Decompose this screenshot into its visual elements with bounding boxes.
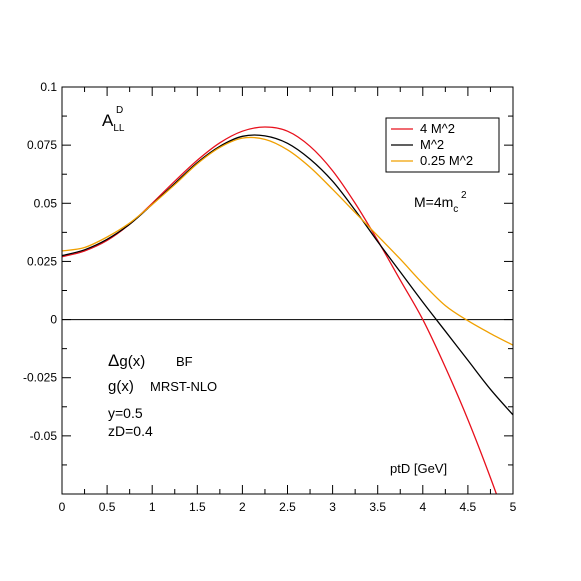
x-tick-label: 5 xyxy=(510,500,517,514)
zd-value-annotation: zD=0.4 xyxy=(108,423,153,439)
delta-g-annotation: Δg(x) xyxy=(108,351,145,370)
mass-annotation-main: M=4m xyxy=(414,194,453,210)
y-axis-label-main: A xyxy=(102,111,114,130)
y-tick-label: 0.075 xyxy=(27,138,57,152)
x-axis-label: ptD [GeV] xyxy=(390,461,447,476)
x-tick-label: 0.5 xyxy=(99,500,116,514)
legend: 4 M^2 M^2 0.25 M^2 xyxy=(385,117,500,173)
series-layer xyxy=(62,126,513,494)
x-tick-label: 2 xyxy=(239,500,246,514)
series-line-2 xyxy=(62,136,513,346)
y-tick-label: 0.1 xyxy=(40,80,57,94)
ticks-layer: 0 0.5 1 1.5 2 2.5 3 3.5 4 4.5 5 -0.05 -0.025 0 0.025 0.… xyxy=(23,80,517,514)
y-value-annotation: y=0.5 xyxy=(108,405,143,421)
x-tick-label: 0 xyxy=(59,500,66,514)
series-line-1 xyxy=(62,134,513,416)
x-tick-label: 3 xyxy=(329,500,336,514)
y-tick-label: -0.025 xyxy=(23,371,57,385)
mass-annotation-sub: c xyxy=(453,204,458,215)
y-tick-label: 0.05 xyxy=(34,196,58,210)
y-axis-label: ALL xyxy=(102,111,125,134)
delta-g-set: BF xyxy=(176,354,193,369)
y-tick-label: -0.05 xyxy=(30,429,58,443)
x-tick-label: 1.5 xyxy=(189,500,206,514)
y-axis-label-sub: LL xyxy=(113,123,125,134)
mass-annotation: M=4mc xyxy=(414,194,458,215)
legend-label-025m2: 0.25 M^2 xyxy=(420,153,473,168)
y-tick-label: 0.025 xyxy=(27,254,57,268)
y-axis-label-sup: D xyxy=(116,105,123,116)
g-annotation: g(x) xyxy=(108,378,134,395)
y-tick-label: 0 xyxy=(50,313,57,327)
legend-label-4m2: 4 M^2 xyxy=(420,121,455,136)
legend-label-m2: M^2 xyxy=(420,137,444,152)
delta-g-label: g(x) xyxy=(119,353,145,370)
delta-symbol: Δ xyxy=(108,351,119,370)
x-tick-label: 4 xyxy=(419,500,426,514)
x-tick-label: 3.5 xyxy=(369,500,386,514)
x-tick-label: 2.5 xyxy=(279,500,296,514)
x-tick-label: 1 xyxy=(149,500,156,514)
x-tick-label: 4.5 xyxy=(460,500,477,514)
mass-annotation-sup: 2 xyxy=(461,190,467,201)
g-set: MRST-NLO xyxy=(150,379,217,394)
plot-frame xyxy=(61,86,514,495)
